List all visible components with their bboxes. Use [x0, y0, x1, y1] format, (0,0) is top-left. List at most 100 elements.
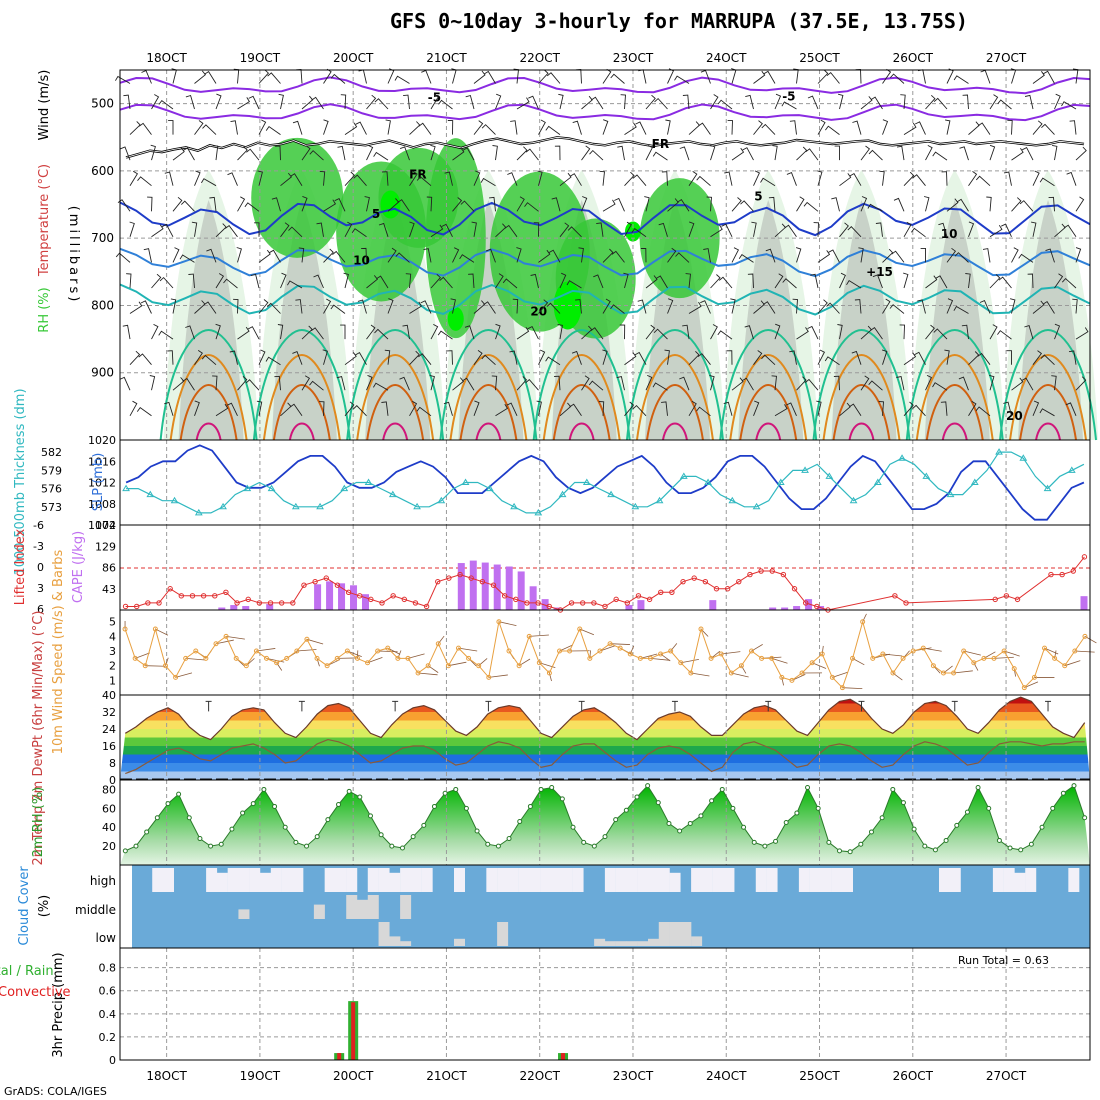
wind-barb — [151, 94, 160, 110]
wind-barb — [709, 374, 715, 391]
wind-speed-point — [637, 655, 643, 661]
cloud-bar — [486, 868, 498, 892]
rh-point — [698, 813, 704, 819]
wind-speed-point — [324, 663, 330, 669]
wind-barb — [828, 249, 840, 263]
contour-label: -5 — [428, 91, 441, 105]
temp-contour-25 — [1009, 353, 1088, 441]
wind-barb — [137, 176, 152, 187]
li-tick-label: 0 — [37, 561, 44, 574]
max-whisker — [392, 700, 399, 712]
wind-barb — [458, 647, 478, 652]
wind-barb — [352, 405, 367, 417]
li-point — [301, 582, 307, 588]
wind-speed-point — [486, 674, 492, 680]
temp-contour-5 — [119, 201, 1091, 237]
wind-barb — [138, 122, 152, 135]
wind-barb — [682, 94, 690, 110]
wind-barb — [248, 95, 260, 110]
wind-barb — [172, 196, 183, 212]
cloud-bar — [561, 868, 573, 892]
wind-barb — [452, 197, 463, 212]
rh-axis-label: 2m RH (%) — [31, 787, 46, 858]
li-point — [802, 600, 809, 606]
wind-barb — [1032, 350, 1043, 365]
cloud-bar — [637, 868, 649, 892]
wind-barb — [602, 298, 611, 314]
wind-barb — [977, 352, 991, 365]
wind-barb — [319, 401, 325, 416]
wind-barb — [925, 324, 935, 340]
li-point — [635, 593, 642, 599]
wind-barb — [381, 401, 389, 416]
wind-speed-point — [728, 670, 734, 676]
thickness-point — [1019, 454, 1028, 461]
wind-speed-point — [557, 648, 563, 654]
wind-barb — [824, 356, 840, 366]
cloud-bar — [400, 868, 412, 892]
wind-barb — [194, 70, 207, 84]
wind-barb — [1063, 224, 1077, 238]
wind-barb — [997, 99, 1012, 110]
cloud-bar — [691, 868, 703, 892]
wind-barb — [462, 377, 475, 391]
rh-point — [634, 794, 640, 800]
wind-speed-point — [829, 674, 835, 680]
wind-barb — [721, 651, 741, 655]
wind-barb — [301, 145, 311, 161]
wind-barb — [373, 382, 389, 391]
rh-point — [410, 834, 416, 840]
li-point — [156, 600, 162, 606]
rh-point — [602, 834, 608, 840]
wind-barb — [654, 97, 668, 110]
cloud-bar — [572, 868, 584, 892]
wind-speed-point — [718, 651, 724, 657]
thickness-point — [801, 466, 809, 473]
wind-speed-point — [284, 655, 290, 661]
wind-barb — [1064, 660, 1081, 667]
wind-barb — [310, 327, 324, 340]
wind-barb — [817, 119, 826, 135]
wind-barb — [374, 98, 389, 110]
wind-barb — [468, 273, 475, 289]
wind-barb — [761, 123, 776, 135]
rh-point — [986, 805, 992, 811]
rh-point — [868, 829, 874, 835]
wind-barb — [201, 178, 217, 187]
rh-point — [911, 826, 917, 832]
wind-barb — [485, 248, 496, 263]
wind-barb — [747, 273, 754, 289]
wind-barb — [690, 672, 710, 677]
wind-barb — [175, 672, 193, 678]
wind-barb — [912, 404, 926, 417]
rh-point — [964, 809, 970, 815]
wind-barb — [409, 221, 415, 237]
wind-barb — [429, 374, 435, 391]
wind-barb — [287, 280, 303, 289]
wind-barb — [982, 248, 991, 263]
li-point — [290, 600, 296, 606]
wind-barb — [344, 171, 356, 187]
thickness-point — [655, 496, 664, 504]
wind-barb — [245, 379, 260, 391]
wind-barb — [629, 645, 635, 655]
cloud-bar — [648, 868, 659, 892]
wind-barb — [430, 144, 436, 161]
bottom-date-axis: 18OCT 19OCT 20OCT 21OCT 22OCT 23OCT 24OCT 25OCT… — [146, 1069, 1027, 1083]
wind-barb — [215, 639, 234, 645]
rh-point — [144, 829, 150, 835]
wind-barb — [882, 653, 903, 657]
wind-speed-point — [425, 663, 431, 669]
wind-barb — [1075, 247, 1082, 263]
thickness-point — [146, 490, 155, 498]
li-point — [401, 596, 408, 603]
wind-barb — [652, 151, 668, 161]
temp-contour-20 — [532, 328, 631, 441]
cloud-bar — [755, 868, 767, 892]
wind-barb — [204, 70, 217, 84]
wind-barb — [854, 299, 862, 314]
wind-barb — [158, 99, 174, 110]
wind-barb — [745, 94, 754, 110]
wind-speed-point — [951, 670, 957, 676]
wind-barb — [610, 643, 630, 645]
